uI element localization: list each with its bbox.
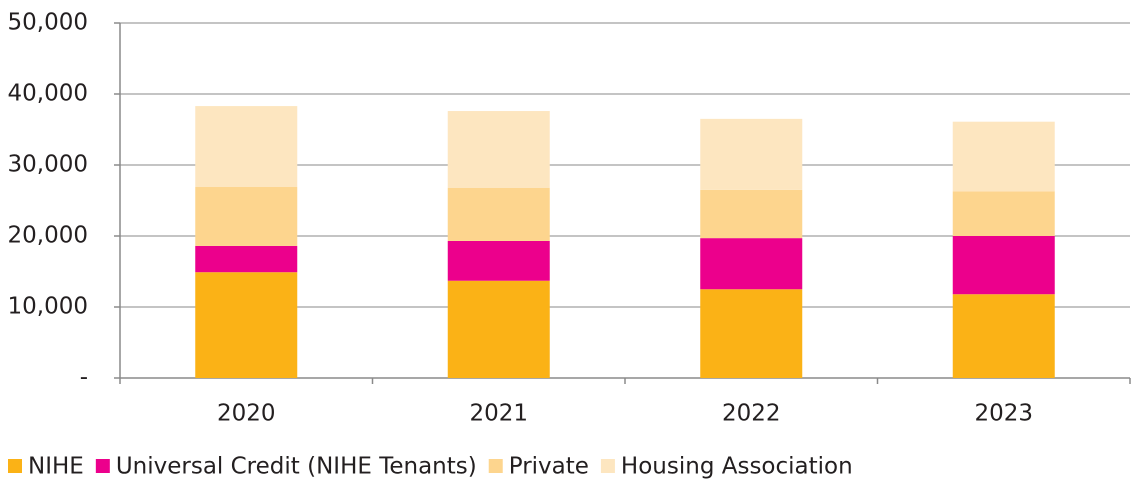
y-tick-label: 20,000 <box>8 223 88 249</box>
bar-segment <box>700 289 803 378</box>
x-tick-label: 2020 <box>217 401 276 427</box>
y-tick-label: 50,000 <box>8 10 88 36</box>
bar-segment <box>952 236 1055 295</box>
x-tick-label: 2023 <box>974 401 1033 427</box>
bar-segment <box>447 280 550 378</box>
legend-swatch <box>600 459 615 473</box>
bar-segment <box>447 111 550 188</box>
bar-segment <box>195 272 298 378</box>
bar-segment <box>447 240 550 281</box>
bar-segment <box>700 238 803 290</box>
legend-swatch <box>8 459 22 473</box>
x-tick-label: 2022 <box>722 401 781 427</box>
legend-label: Private <box>509 454 589 480</box>
legend-label: NIHE <box>28 454 84 480</box>
bar-segment <box>952 191 1055 236</box>
y-tick-label: - <box>80 365 88 391</box>
bar-segment <box>952 294 1055 378</box>
legend-label: Universal Credit (NIHE Tenants) <box>116 454 477 480</box>
bar-segment <box>195 187 298 246</box>
bar-segment <box>952 121 1055 192</box>
legend-swatch <box>95 459 110 473</box>
bar-segment <box>447 187 550 241</box>
bar-segment <box>195 106 298 188</box>
bar-segment <box>700 118 803 190</box>
legend-label: Housing Association <box>621 454 853 480</box>
bar-segment <box>195 245 298 273</box>
y-tick-label: 30,000 <box>8 152 88 178</box>
bar-segment <box>700 189 803 239</box>
y-tick-label: 10,000 <box>8 294 88 320</box>
legend-swatch <box>488 459 503 473</box>
x-tick-label: 2021 <box>469 401 528 427</box>
y-tick-label: 40,000 <box>8 81 88 107</box>
